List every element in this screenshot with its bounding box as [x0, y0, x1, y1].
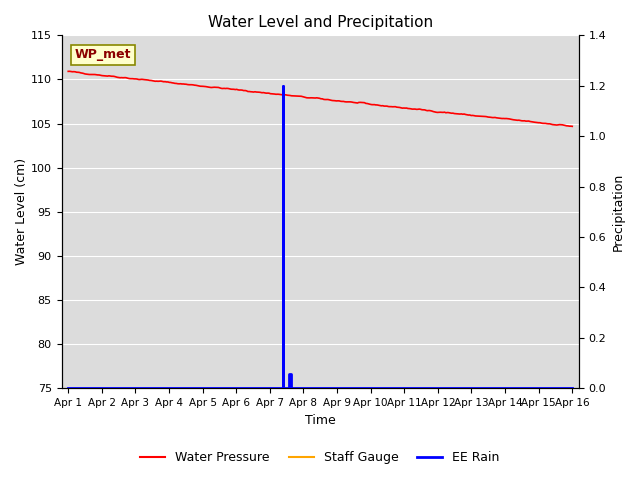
- Y-axis label: Precipitation: Precipitation: [612, 173, 625, 251]
- X-axis label: Time: Time: [305, 414, 335, 427]
- Legend: Water Pressure, Staff Gauge, EE Rain: Water Pressure, Staff Gauge, EE Rain: [136, 446, 504, 469]
- Y-axis label: Water Level (cm): Water Level (cm): [15, 158, 28, 265]
- Text: WP_met: WP_met: [74, 48, 131, 61]
- Title: Water Level and Precipitation: Water Level and Precipitation: [207, 15, 433, 30]
